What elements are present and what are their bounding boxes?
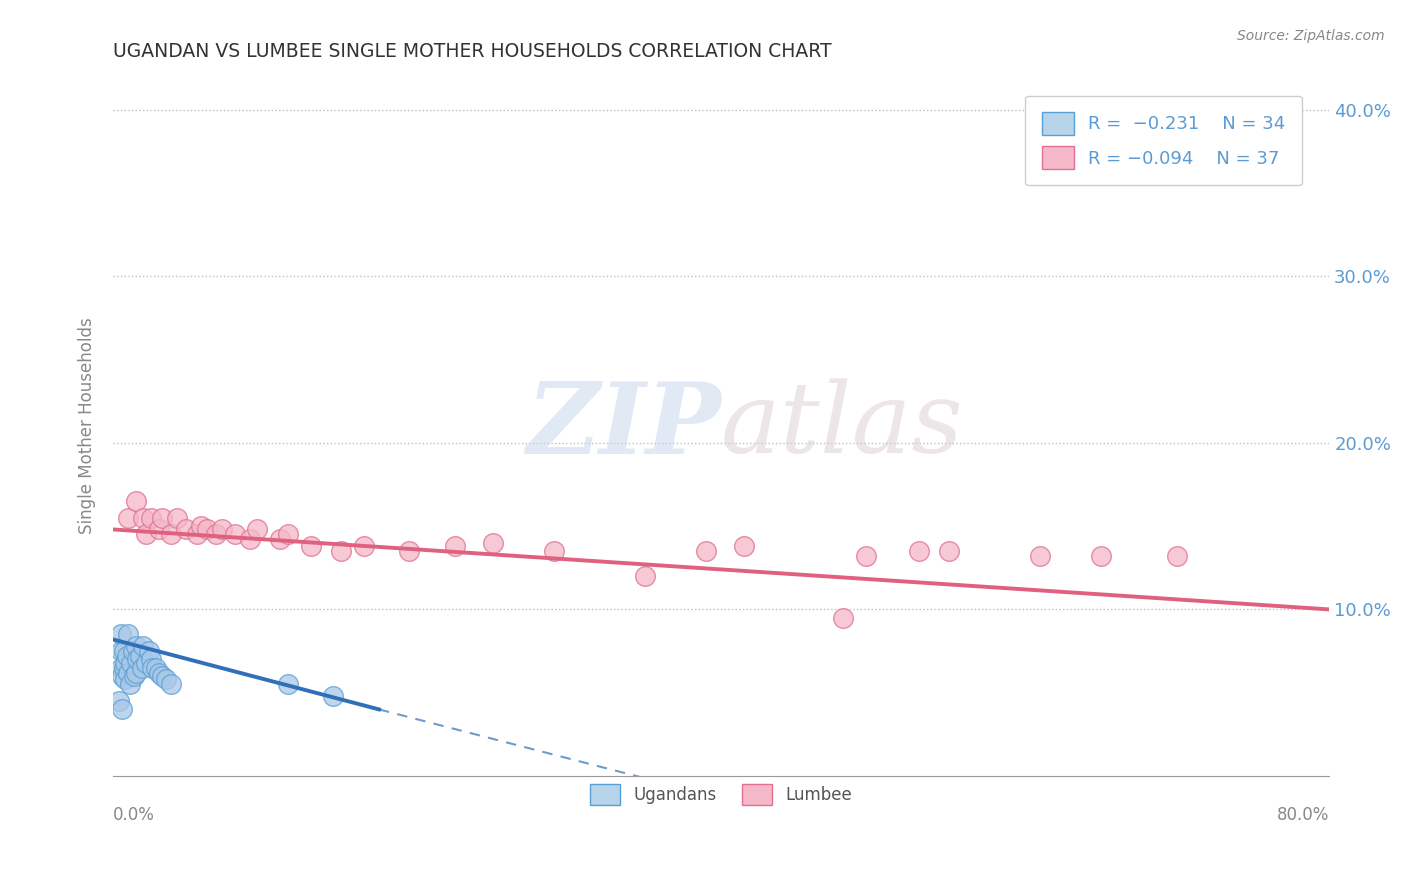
Point — [111, 702, 134, 716]
Point — [108, 694, 131, 708]
Point — [112, 644, 135, 658]
Point — [135, 527, 157, 541]
Point — [111, 669, 134, 683]
Point — [132, 510, 155, 524]
Point — [938, 544, 960, 558]
Point — [121, 644, 143, 658]
Text: ZIP: ZIP — [526, 378, 721, 475]
Point — [148, 523, 170, 537]
Point — [125, 665, 148, 680]
Y-axis label: Single Mother Households: Single Mother Households — [79, 318, 96, 534]
Point — [131, 661, 153, 675]
Point — [139, 652, 162, 666]
Point — [115, 649, 138, 664]
Point — [224, 527, 246, 541]
Text: 0.0%: 0.0% — [112, 806, 155, 824]
Point — [907, 544, 929, 558]
Point — [277, 677, 299, 691]
Point — [117, 627, 139, 641]
Point — [159, 527, 181, 541]
Point — [205, 527, 228, 541]
Point — [135, 656, 157, 670]
Point — [195, 523, 218, 537]
Point — [110, 627, 132, 641]
Text: atlas: atlas — [721, 378, 965, 474]
Point — [110, 644, 132, 658]
Point — [125, 639, 148, 653]
Point — [543, 544, 565, 558]
Point — [122, 669, 145, 683]
Point — [112, 661, 135, 675]
Point — [186, 527, 208, 541]
Point — [174, 523, 197, 537]
Point — [733, 539, 755, 553]
Text: Source: ZipAtlas.com: Source: ZipAtlas.com — [1237, 29, 1385, 43]
Point — [117, 510, 139, 524]
Point — [269, 533, 291, 547]
Point — [695, 544, 717, 558]
Point — [246, 523, 269, 537]
Point — [129, 649, 152, 664]
Point — [1166, 549, 1188, 563]
Point — [145, 661, 167, 675]
Point — [1090, 549, 1112, 563]
Point — [148, 665, 170, 680]
Point — [353, 539, 375, 553]
Point — [299, 539, 322, 553]
Point — [150, 669, 173, 683]
Text: 80.0%: 80.0% — [1277, 806, 1329, 824]
Point — [444, 539, 467, 553]
Point — [141, 661, 163, 675]
Point — [155, 673, 177, 687]
Point — [482, 535, 505, 549]
Point — [398, 544, 420, 558]
Point — [127, 652, 149, 666]
Point — [139, 510, 162, 524]
Point — [831, 611, 853, 625]
Point — [132, 639, 155, 653]
Point — [277, 527, 299, 541]
Point — [114, 673, 136, 687]
Point — [120, 656, 142, 670]
Point — [125, 494, 148, 508]
Point — [166, 510, 188, 524]
Point — [855, 549, 877, 563]
Point — [330, 544, 353, 558]
Point — [159, 677, 181, 691]
Point — [110, 661, 132, 675]
Text: UGANDAN VS LUMBEE SINGLE MOTHER HOUSEHOLDS CORRELATION CHART: UGANDAN VS LUMBEE SINGLE MOTHER HOUSEHOL… — [112, 42, 831, 61]
Point — [138, 644, 160, 658]
Point — [634, 569, 657, 583]
Point — [150, 510, 173, 524]
Point — [118, 677, 141, 691]
Point — [211, 523, 233, 537]
Point — [1029, 549, 1052, 563]
Point — [117, 665, 139, 680]
Legend: Ugandans, Lumbee: Ugandans, Lumbee — [575, 769, 868, 821]
Point — [239, 533, 262, 547]
Point — [322, 689, 344, 703]
Point — [190, 519, 212, 533]
Point — [114, 656, 136, 670]
